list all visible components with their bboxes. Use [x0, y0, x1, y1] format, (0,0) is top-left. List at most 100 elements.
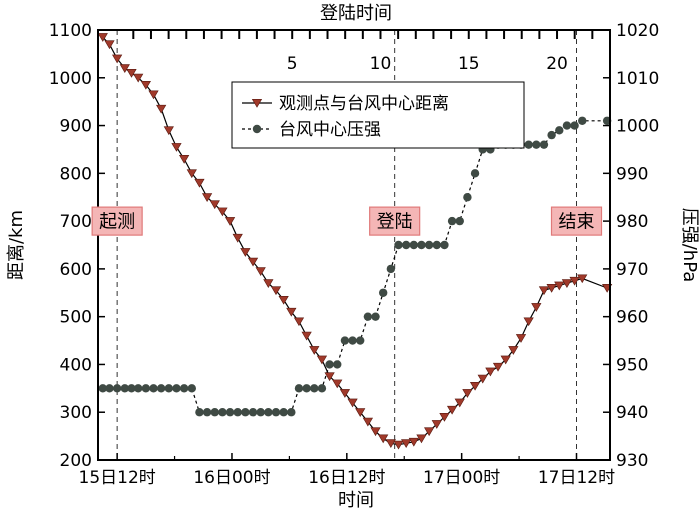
right-axis: 930 940 950 960 970 980 990 1000 1010 1020 — [603, 21, 659, 471]
distance-point — [286, 307, 297, 317]
distance-point — [293, 317, 305, 327]
pressure-point — [218, 408, 227, 417]
pressure-point — [424, 240, 434, 250]
pressure-point — [524, 140, 533, 149]
top-axis: 5 10 15 20 — [132, 30, 594, 74]
pressure-point — [539, 140, 549, 149]
distance-point — [163, 126, 174, 136]
distance-point — [462, 389, 473, 398]
pressure-point — [279, 408, 288, 417]
pressure-point — [447, 216, 457, 226]
x-tick-label: 15日12时 — [79, 468, 156, 488]
distance-point — [240, 248, 251, 257]
y-left-tick-label: 900 — [60, 117, 92, 137]
x-tick-label: 17日00时 — [423, 468, 500, 488]
y-left-tick-label: 600 — [60, 260, 92, 280]
pressure-point — [164, 384, 174, 393]
y-right-tick-label: 930 — [616, 451, 648, 471]
distance-point — [561, 279, 573, 288]
distance-point — [278, 295, 289, 305]
pressure-point — [555, 126, 564, 135]
distance-point — [255, 267, 266, 277]
distance-point — [179, 155, 190, 164]
y-left-tick-label: 1100 — [49, 21, 92, 41]
y-left-title: 距离/km — [6, 210, 27, 280]
pressure-point — [156, 384, 166, 393]
pressure-point — [225, 408, 235, 417]
y-left-tick-label: 700 — [60, 212, 92, 232]
distance-point — [508, 346, 519, 355]
distance-point — [339, 389, 351, 398]
pressure-point — [432, 240, 441, 250]
distance-point — [270, 286, 282, 296]
distance-point — [401, 439, 412, 449]
y-right-tick-label: 970 — [616, 260, 648, 280]
pressure-point — [287, 408, 296, 417]
distance-point — [485, 367, 496, 377]
distance-point — [156, 104, 167, 114]
legend-marker-pressure — [252, 124, 262, 134]
y-left-tick-label: 500 — [60, 308, 92, 328]
distance-point — [247, 257, 259, 267]
distance-point — [492, 362, 504, 372]
pressure-point — [294, 384, 304, 393]
distance-point — [515, 334, 527, 343]
distance-point — [171, 143, 182, 152]
distance-point — [217, 207, 228, 217]
distance-point — [104, 40, 115, 50]
distance-point — [263, 279, 274, 288]
pressure-point — [202, 408, 212, 417]
annotations: 起测 登陆 结束 — [91, 206, 603, 236]
pressure-point — [371, 312, 380, 321]
pressure-point — [187, 384, 196, 393]
annotation-box — [550, 206, 603, 236]
pressure-point — [241, 408, 250, 417]
pressure-point — [378, 288, 388, 297]
y-right-title: 压强/hPa — [679, 208, 700, 283]
pressure-point — [127, 384, 136, 393]
pressure-point — [562, 121, 572, 130]
pressure-point — [348, 336, 357, 345]
y-right-tick-label: 1020 — [616, 21, 659, 41]
pressure-point — [578, 116, 587, 125]
pressure-point — [455, 216, 464, 226]
pressure-point — [409, 240, 419, 250]
series-markers — [97, 33, 613, 450]
x-tick-label: 17日12时 — [538, 468, 615, 488]
distance-point — [332, 379, 343, 389]
distance-point — [454, 398, 465, 408]
pressure-point — [233, 408, 242, 417]
pressure-point — [248, 408, 258, 417]
annotation-box — [369, 206, 421, 236]
pressure-point — [386, 264, 396, 274]
y-left-tick-label: 800 — [60, 164, 92, 184]
top-tick-label: 10 — [370, 54, 392, 74]
pressure-point — [172, 384, 181, 393]
pressure-point — [325, 360, 334, 369]
pressure-point — [470, 169, 480, 178]
distance-point — [97, 33, 108, 42]
pressure-point — [141, 384, 151, 393]
distance-point — [416, 434, 427, 444]
pressure-point — [317, 384, 327, 393]
pressure-point — [133, 384, 143, 393]
y-left-tick-label: 1000 — [49, 69, 92, 89]
distance-point — [546, 284, 557, 293]
legend-box — [231, 81, 525, 149]
distance-point — [112, 54, 123, 64]
distance-point — [393, 440, 404, 450]
y-right-tick-label: 940 — [616, 403, 648, 423]
y-right-tick-label: 1000 — [616, 117, 659, 137]
pressure-point — [210, 408, 219, 417]
x-tick-label: 16日12时 — [308, 468, 385, 488]
x-axis-title: 时间 — [338, 490, 374, 511]
distance-point — [554, 281, 565, 291]
distance-point — [424, 427, 435, 437]
top-tick-label: 20 — [546, 54, 568, 74]
distance-point — [209, 200, 220, 210]
distance-point — [186, 169, 197, 179]
y-right-tick-label: 960 — [616, 308, 648, 328]
distance-point — [370, 427, 381, 437]
